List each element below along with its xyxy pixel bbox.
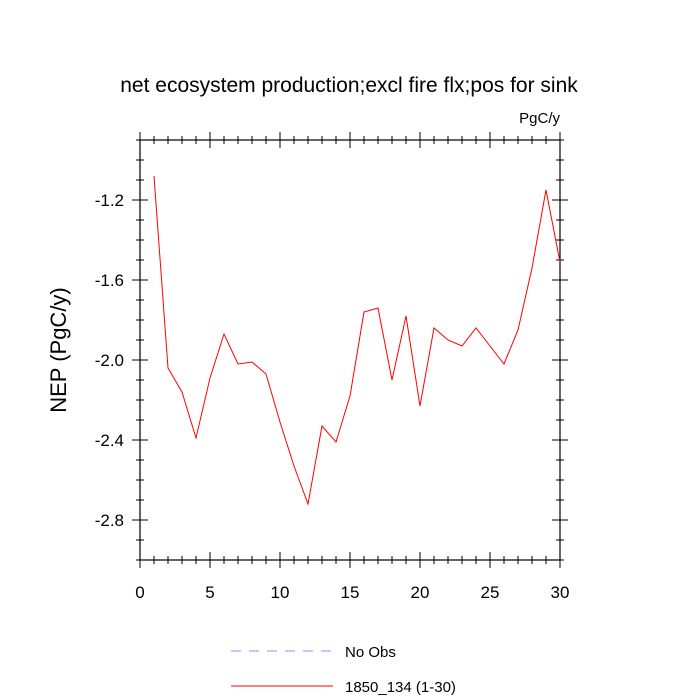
x-tick-label: 10 [271,583,290,602]
legend: No Obs 1850_134 (1-30) [231,644,456,696]
axis-tick-labels: -2.8 -2.4 -2.0 -1.6 -1.2 0 5 10 15 20 25 30 [95,191,570,602]
y-tick-label: -1.2 [95,191,124,210]
x-tick-label: 5 [205,583,214,602]
y-tick-label: -2.0 [95,351,124,370]
units-label: PgC/y [519,110,560,127]
plot-frame [139,139,561,561]
x-tick-label: 0 [135,583,144,602]
legend-label: No Obs [345,644,396,661]
y-tick-label: -1.6 [95,271,124,290]
y-axis-label: NEP (PgC/y) [46,287,71,413]
x-tick-label: 25 [481,583,500,602]
chart-title: net ecosystem production;excl fire flx;p… [120,74,578,97]
x-tick-label: 20 [411,583,430,602]
y-tick-label: -2.4 [95,431,124,450]
legend-label: 1850_134 (1-30) [345,679,456,696]
x-tick-label: 15 [341,583,360,602]
series-line [153,175,561,506]
axis-ticks [132,132,568,568]
y-tick-label: -2.8 [95,511,124,530]
x-tick-label: 30 [551,583,570,602]
series-layer [153,175,561,506]
